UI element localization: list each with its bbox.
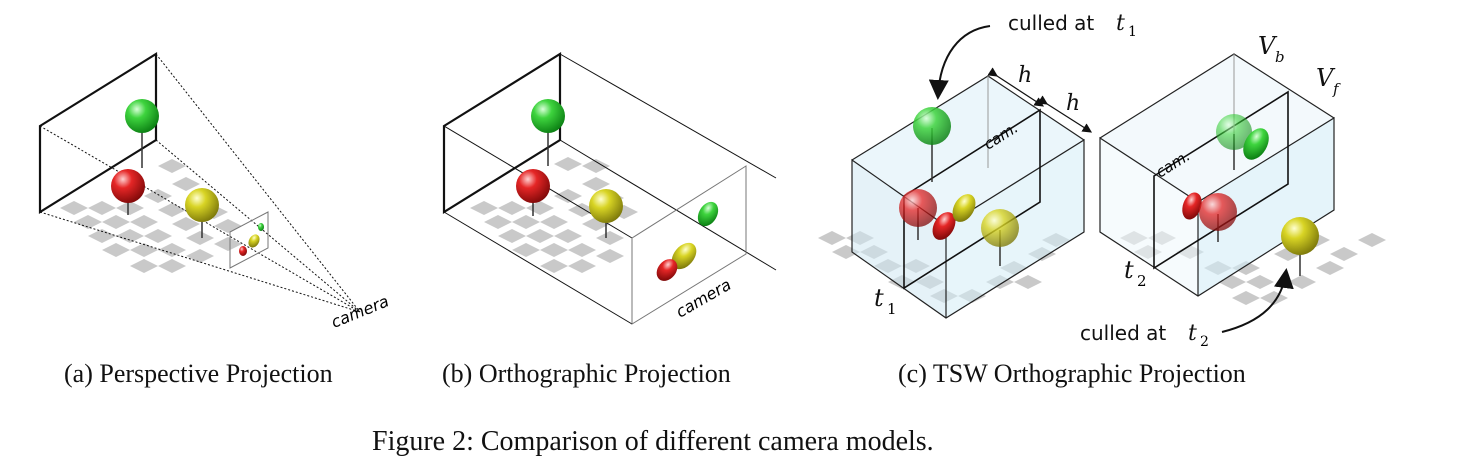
projected-yellow: [248, 234, 260, 248]
projected-red: [239, 246, 247, 256]
red-sphere: [111, 169, 145, 203]
Vf-sub: f: [1332, 80, 1341, 98]
panel-a-perspective: camera (a) Perspective Projection: [38, 52, 392, 388]
projected-red: [932, 212, 956, 240]
Vf-label: V: [1316, 64, 1336, 92]
projected-yellow: [952, 194, 976, 222]
culled-t1-t: t: [1116, 11, 1125, 36]
green-sphere: [1216, 114, 1252, 150]
projected-yellow: [671, 242, 697, 270]
caption-c: (c) TSW Orthographic Projection: [898, 359, 1246, 388]
projected-green: [258, 223, 264, 231]
yellow-sphere: [589, 189, 623, 223]
projected-red: [656, 259, 678, 281]
h-label-1: h: [1018, 63, 1032, 88]
red-sphere: [899, 189, 937, 227]
Vb-sub: b: [1275, 48, 1285, 66]
culled-t1-arrow: [928, 25, 991, 100]
culled-t1-label: culled at: [1008, 11, 1094, 35]
t2-sub: 2: [1137, 272, 1147, 290]
caption-b: (b) Orthographic Projection: [442, 359, 731, 388]
t1-sub: 1: [887, 300, 897, 318]
projected-green: [697, 201, 719, 227]
checkerboard-floor: [60, 159, 242, 273]
green-sphere: [913, 107, 951, 145]
checkerboard-floor: [470, 157, 638, 273]
red-sphere: [1199, 193, 1237, 231]
yellow-sphere: [981, 209, 1019, 247]
projected-red: [1182, 192, 1202, 220]
red-sphere: [516, 169, 550, 203]
yellow-sphere: [185, 188, 219, 222]
panel-b-orthographic: camera (b) Orthographic Projection: [442, 52, 777, 388]
camera-label-a: camera: [328, 291, 391, 331]
caption-a: (a) Perspective Projection: [64, 359, 333, 388]
t2-label: t: [1124, 256, 1134, 284]
h-dimension-arrows: [987, 67, 1093, 133]
tsw-box-t2: cam. V b V f t 2 culled at t 2: [1080, 32, 1386, 350]
green-sphere: [531, 99, 565, 133]
h-label-2: h: [1066, 91, 1080, 116]
figure-caption: Figure 2: Comparison of different camera…: [372, 426, 934, 457]
culled-t1-sub: 1: [1128, 24, 1137, 40]
culled-t2-arrow: [1221, 268, 1294, 333]
camera-label-b: camera: [673, 275, 735, 322]
panel-c-tsw: cam. h h t 1 culled at t 1: [818, 11, 1386, 388]
culled-t2-t: t: [1188, 321, 1197, 346]
frustum: [38, 52, 361, 313]
Vb-label: V: [1258, 32, 1278, 60]
green-sphere: [125, 99, 159, 133]
t1-label: t: [874, 284, 884, 312]
culled-t2-sub: 2: [1200, 334, 1209, 350]
tsw-box-t1: cam. h h t 1 culled at t 1: [818, 11, 1137, 319]
projected-green: [1243, 128, 1269, 160]
culled-t2-label: culled at: [1080, 321, 1166, 345]
yellow-sphere: [1281, 217, 1319, 255]
